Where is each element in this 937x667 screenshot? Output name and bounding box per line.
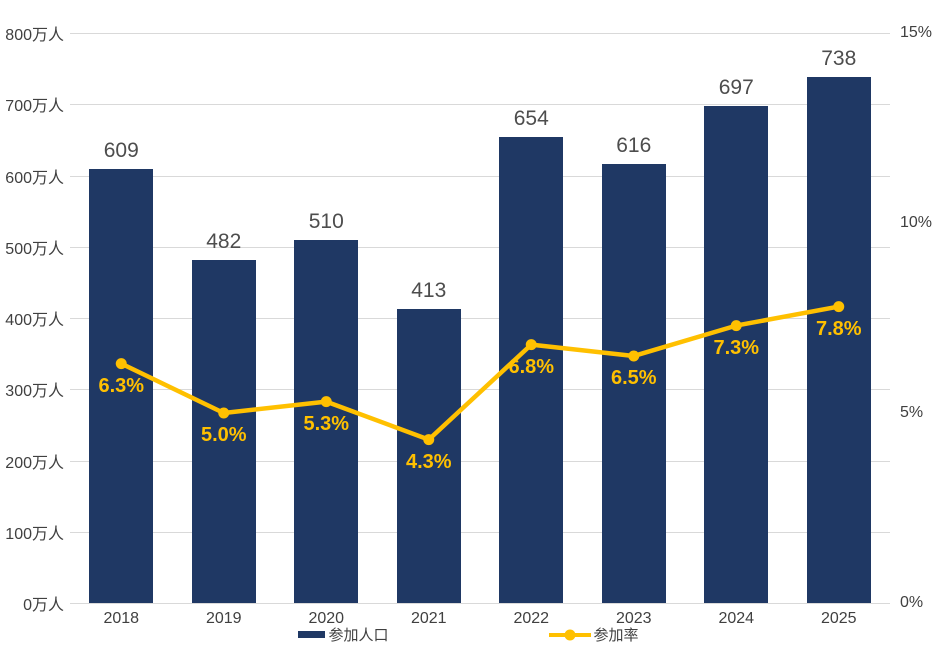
legend-item-population: 参加人口 <box>298 624 389 645</box>
x-axis-tick-label: 2020 <box>308 610 345 627</box>
y-axis-tick-label-left: 700万人 <box>5 98 64 116</box>
gridline <box>70 175 890 177</box>
y-axis-tick-label-right: 0% <box>900 594 924 611</box>
gridline <box>70 460 890 462</box>
line-value-label: 7.8% <box>815 317 862 340</box>
line-value-label: 5.0% <box>200 424 247 446</box>
line-value-label: 6.8% <box>508 355 555 378</box>
bar-value-label: 697 <box>718 76 754 100</box>
y-axis-tick-label-left: 800万人 <box>5 27 64 44</box>
gridline <box>70 104 890 106</box>
gridline <box>70 246 890 248</box>
x-axis-tick-label: 2025 <box>820 610 857 627</box>
gridline <box>70 33 890 34</box>
bar-value-label: 738 <box>821 47 857 71</box>
y-axis-tick-label-left: 400万人 <box>5 312 64 329</box>
y-axis-tick-label-left: 300万人 <box>5 383 64 401</box>
line-value-label: 5.3% <box>303 412 350 435</box>
bar-value-label: 413 <box>411 278 447 302</box>
bar-value-label: 616 <box>616 134 652 158</box>
line-marker-icon <box>548 629 591 640</box>
legend: 参加人口 参加率 <box>0 624 937 645</box>
line-value-label: 4.3% <box>405 450 452 473</box>
bar-value-label: 654 <box>513 107 549 131</box>
x-axis-tick-label: 2022 <box>513 610 550 627</box>
line-value-label: 6.5% <box>610 367 657 389</box>
y-axis-tick-label-left: 100万人 <box>5 525 64 543</box>
legend-label-rate: 参加率 <box>593 627 639 644</box>
y-axis-tick-label-left: 0万人 <box>23 597 64 614</box>
gridline <box>70 603 890 604</box>
bar-value-label: 609 <box>103 139 139 163</box>
line-value-label: 7.3% <box>713 336 760 359</box>
y-axis-tick-label-left: 600万人 <box>5 169 64 187</box>
legend-label-population: 参加人口 <box>328 627 389 644</box>
legend-item-rate: 参加率 <box>548 624 639 645</box>
x-axis-tick-label: 2019 <box>205 610 242 627</box>
gridline <box>70 531 890 533</box>
x-axis-tick-label: 2018 <box>103 610 140 627</box>
bar-value-label: 510 <box>308 209 344 233</box>
x-axis-tick-label: 2023 <box>615 610 652 627</box>
y-axis-tick-label-right: 10% <box>900 214 933 231</box>
x-axis-tick-label: 2021 <box>410 610 447 627</box>
line-value-label: 6.3% <box>98 374 145 397</box>
y-axis-tick-label-right: 15% <box>900 24 933 41</box>
bar-value-label: 482 <box>206 229 242 253</box>
x-axis-tick-label: 2024 <box>718 610 755 627</box>
y-axis-tick-label-left: 200万人 <box>5 454 64 472</box>
y-axis-tick-label-right: 5% <box>900 404 924 421</box>
line-dot-icon <box>564 629 575 640</box>
bar-swatch-icon <box>298 631 326 638</box>
y-axis-tick-label-left: 500万人 <box>5 240 64 258</box>
